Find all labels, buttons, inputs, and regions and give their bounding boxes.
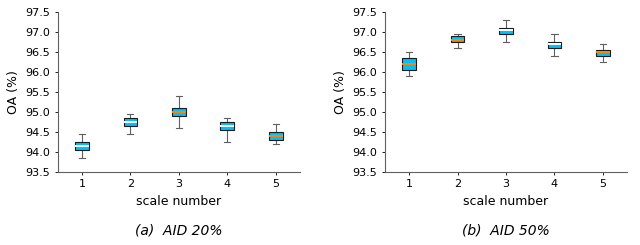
X-axis label: scale number: scale number <box>136 195 221 208</box>
Bar <box>499 28 513 34</box>
Y-axis label: OA (%): OA (%) <box>333 70 347 114</box>
Bar <box>269 132 282 140</box>
Bar <box>596 50 610 56</box>
Bar <box>75 142 88 150</box>
Text: (b)  AID 50%: (b) AID 50% <box>462 223 550 237</box>
Text: (a)  AID 20%: (a) AID 20% <box>135 223 223 237</box>
Bar <box>451 36 464 42</box>
Bar <box>124 118 137 126</box>
Bar <box>403 58 416 70</box>
X-axis label: scale number: scale number <box>463 195 548 208</box>
Y-axis label: OA (%): OA (%) <box>6 70 20 114</box>
Bar <box>221 122 234 130</box>
Bar <box>548 42 561 48</box>
Bar <box>172 108 186 116</box>
